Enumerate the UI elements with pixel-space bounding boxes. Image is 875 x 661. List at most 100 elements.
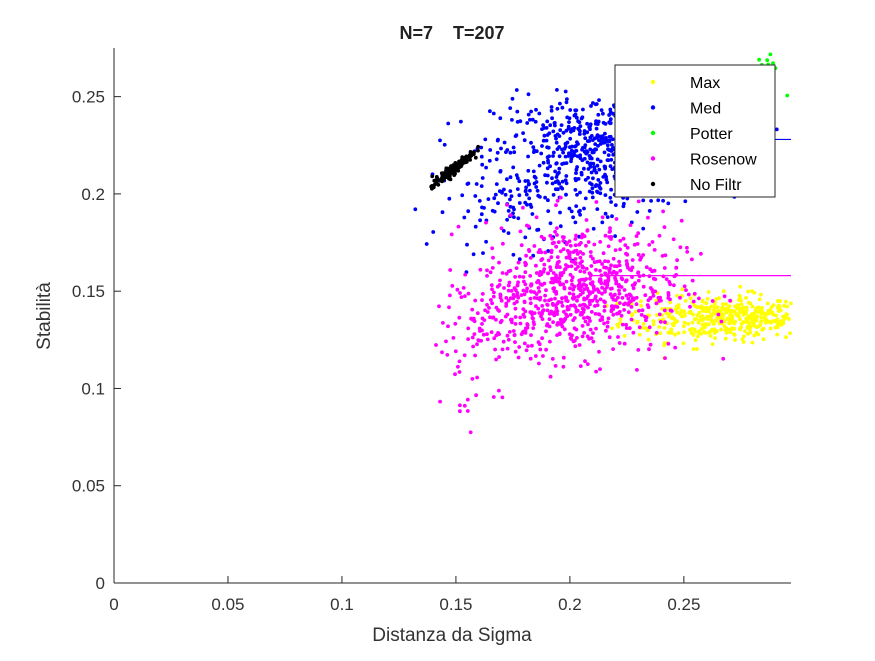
- data-point: [609, 235, 614, 239]
- data-point: [692, 317, 697, 322]
- data-point: [594, 147, 598, 152]
- data-point: [561, 364, 566, 369]
- data-point: [595, 163, 600, 168]
- data-point: [622, 288, 627, 292]
- data-point: [498, 293, 503, 298]
- data-point: [528, 356, 533, 361]
- data-point: [491, 294, 496, 299]
- data-point: [525, 202, 529, 207]
- data-point: [590, 290, 595, 294]
- data-point: [752, 333, 757, 338]
- data-point: [505, 217, 509, 222]
- data-point: [453, 164, 458, 169]
- data-point: [578, 255, 583, 260]
- data-point: [553, 229, 557, 234]
- data-point: [595, 157, 600, 162]
- data-point: [531, 169, 536, 174]
- data-point: [613, 248, 618, 253]
- data-point: [466, 337, 470, 341]
- data-point: [515, 293, 520, 298]
- data-point: [706, 290, 711, 294]
- data-point: [604, 174, 608, 179]
- data-point: [545, 166, 550, 171]
- data-point: [597, 349, 601, 354]
- data-point: [614, 217, 619, 221]
- data-point: [445, 353, 450, 357]
- data-point: [650, 240, 655, 244]
- data-point: [744, 308, 749, 313]
- data-point: [512, 150, 517, 155]
- data-point: [485, 268, 489, 273]
- data-point: [550, 236, 554, 241]
- data-point: [604, 265, 609, 270]
- data-point: [444, 339, 448, 344]
- data-point: [730, 314, 734, 318]
- data-point: [492, 290, 496, 295]
- data-point: [589, 182, 594, 187]
- y-tick-label: 0.15: [72, 282, 105, 301]
- data-point: [557, 145, 561, 149]
- data-point: [527, 182, 531, 186]
- data-point: [519, 243, 524, 248]
- data-point: [524, 253, 528, 258]
- data-point: [521, 307, 526, 311]
- data-point: [512, 333, 517, 337]
- data-point: [724, 302, 728, 306]
- data-point: [470, 377, 475, 381]
- data-point: [554, 244, 558, 249]
- data-point: [497, 260, 501, 265]
- data-point: [457, 370, 462, 374]
- data-point: [505, 346, 510, 351]
- data-point: [572, 126, 577, 130]
- data-point: [623, 243, 628, 248]
- data-point: [679, 218, 684, 223]
- legend-marker: [650, 105, 656, 110]
- x-tick-label: 0.05: [211, 595, 244, 614]
- data-point: [470, 307, 475, 312]
- y-tick-label: 0.1: [81, 379, 105, 398]
- data-point: [616, 335, 620, 339]
- data-point: [575, 192, 579, 197]
- data-point: [578, 303, 582, 308]
- data-point: [440, 350, 444, 355]
- data-point: [572, 303, 576, 308]
- data-point: [522, 279, 526, 284]
- data-point: [657, 312, 662, 317]
- data-point: [478, 218, 482, 223]
- data-point: [590, 186, 595, 191]
- data-point: [516, 355, 521, 360]
- data-point: [578, 208, 582, 213]
- data-point: [566, 154, 571, 158]
- data-point: [594, 326, 598, 331]
- data-point: [572, 295, 577, 300]
- data-point: [495, 150, 500, 155]
- data-point: [671, 237, 676, 242]
- data-point: [603, 165, 608, 169]
- data-point: [635, 319, 640, 324]
- data-point: [627, 300, 631, 305]
- data-point: [597, 312, 602, 317]
- data-point: [625, 262, 629, 266]
- legend-marker: [650, 79, 656, 85]
- data-point: [589, 310, 594, 314]
- data-point: [586, 175, 590, 180]
- data-point: [629, 317, 634, 322]
- data-point: [713, 318, 718, 323]
- data-point: [515, 187, 520, 192]
- data-point: [751, 315, 756, 319]
- data-point: [639, 313, 644, 317]
- data-point: [547, 131, 552, 136]
- data-point: [508, 175, 513, 180]
- data-point: [542, 281, 547, 286]
- data-point: [529, 140, 533, 145]
- data-point: [559, 300, 564, 305]
- data-point: [546, 258, 551, 263]
- data-point: [473, 155, 478, 160]
- data-point: [588, 292, 592, 296]
- data-point: [549, 108, 554, 113]
- data-point: [705, 307, 710, 311]
- data-point: [488, 270, 493, 275]
- data-point: [557, 154, 562, 159]
- data-point: [534, 304, 538, 309]
- data-point: [458, 291, 462, 295]
